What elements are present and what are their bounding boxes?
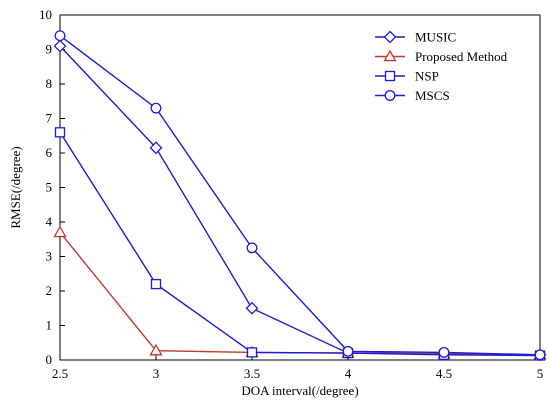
axes: 0 1 2 3 4 5 6 7 8 9 10 2.5 3 3.5 4 4.5 5 DOA interval(/de… <box>8 7 543 398</box>
legend-marker <box>384 90 396 101</box>
y-tick-label: 6 <box>46 145 53 160</box>
plot-frame <box>59 14 541 361</box>
data-point <box>534 349 546 361</box>
legend-label: MSCS <box>415 88 450 103</box>
y-tick-label: 8 <box>46 76 53 91</box>
y-tick-label: 2 <box>46 283 53 298</box>
legend-marker <box>384 70 396 82</box>
series-line <box>59 231 541 356</box>
data-point <box>245 301 259 315</box>
data-point <box>150 278 162 290</box>
x-tick-label: 4.5 <box>436 366 452 381</box>
data-point <box>150 102 162 114</box>
data-point <box>54 30 66 42</box>
y-tick-label: 10 <box>39 7 52 22</box>
legend-label: Proposed Method <box>415 49 508 64</box>
x-tick-label: 2.5 <box>52 366 68 381</box>
x-tick-label: 3 <box>153 366 160 381</box>
series-line <box>59 45 541 356</box>
series-line <box>59 131 541 357</box>
series-diamond <box>53 39 547 362</box>
data-point <box>246 242 258 254</box>
plot-series <box>53 30 547 362</box>
y-tick-label: 3 <box>46 249 53 264</box>
y-tick-label: 1 <box>46 318 53 333</box>
data-point <box>53 225 67 238</box>
x-axis-label: DOA interval(/degree) <box>241 383 358 398</box>
legend-entry: Proposed Method <box>375 49 508 64</box>
data-point <box>342 345 354 357</box>
legend-entry: MUSIC <box>375 30 456 45</box>
y-tick-label: 0 <box>46 352 53 367</box>
x-tick-label: 4 <box>345 366 352 381</box>
y-tick-label: 9 <box>46 42 53 57</box>
series-square <box>54 127 546 361</box>
legend-label: MUSIC <box>415 30 456 45</box>
data-point <box>149 141 163 155</box>
series-line <box>59 35 541 356</box>
legend-marker <box>383 49 397 62</box>
legend-entry: NSP <box>375 69 439 84</box>
legend-label: NSP <box>415 69 439 84</box>
data-point <box>438 346 450 358</box>
legend-marker <box>383 30 397 44</box>
legend-entry: MSCS <box>375 88 450 103</box>
data-point <box>53 39 67 53</box>
y-tick-label: 5 <box>46 180 53 195</box>
y-axis-label: RMSE(/degree) <box>8 146 23 228</box>
x-tick-label: 5 <box>537 366 544 381</box>
x-tick-label: 3.5 <box>244 366 260 381</box>
series-circle <box>54 30 546 361</box>
data-point <box>246 347 258 358</box>
y-tick-label: 7 <box>46 111 53 126</box>
series-triangle <box>53 225 547 360</box>
data-point <box>54 127 66 138</box>
data-point <box>149 343 163 356</box>
legend: MUSIC Proposed Method NSP MSCS <box>375 30 508 103</box>
y-tick-label: 4 <box>46 214 53 229</box>
